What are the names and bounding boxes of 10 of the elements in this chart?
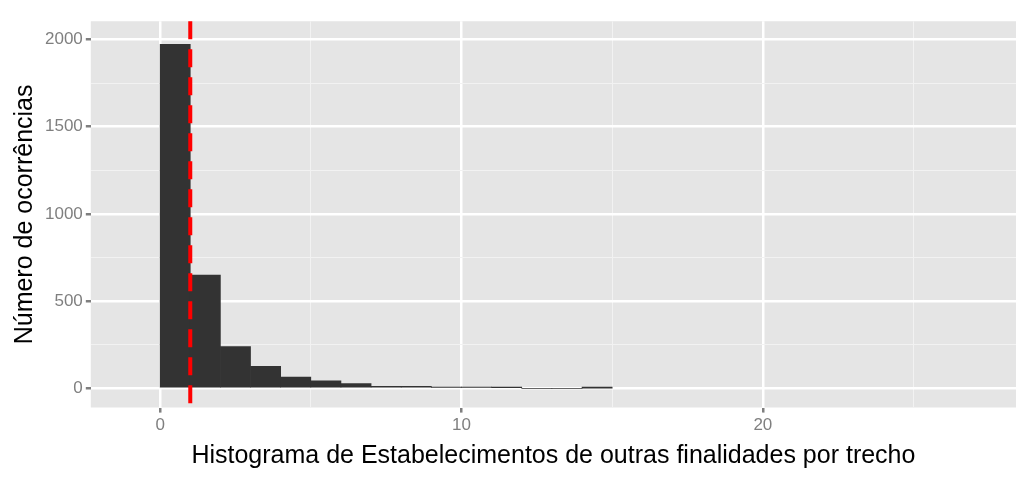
y-tick-label: 500 — [54, 290, 83, 310]
y-tick-label: 0 — [73, 378, 83, 398]
x-tick-label: 0 — [155, 415, 165, 435]
x-tick-label: 20 — [753, 415, 773, 435]
y-tick-label: 2000 — [44, 29, 83, 49]
y-tick-label: 1000 — [44, 203, 83, 223]
x-axis-title: Histograma de Estabelecimentos de outras finalidades por trecho — [191, 439, 916, 468]
y-axis-title: Número de ocorrências — [8, 84, 37, 345]
x-tick-label: 10 — [452, 415, 471, 435]
y-tick-label: 1500 — [44, 116, 83, 136]
